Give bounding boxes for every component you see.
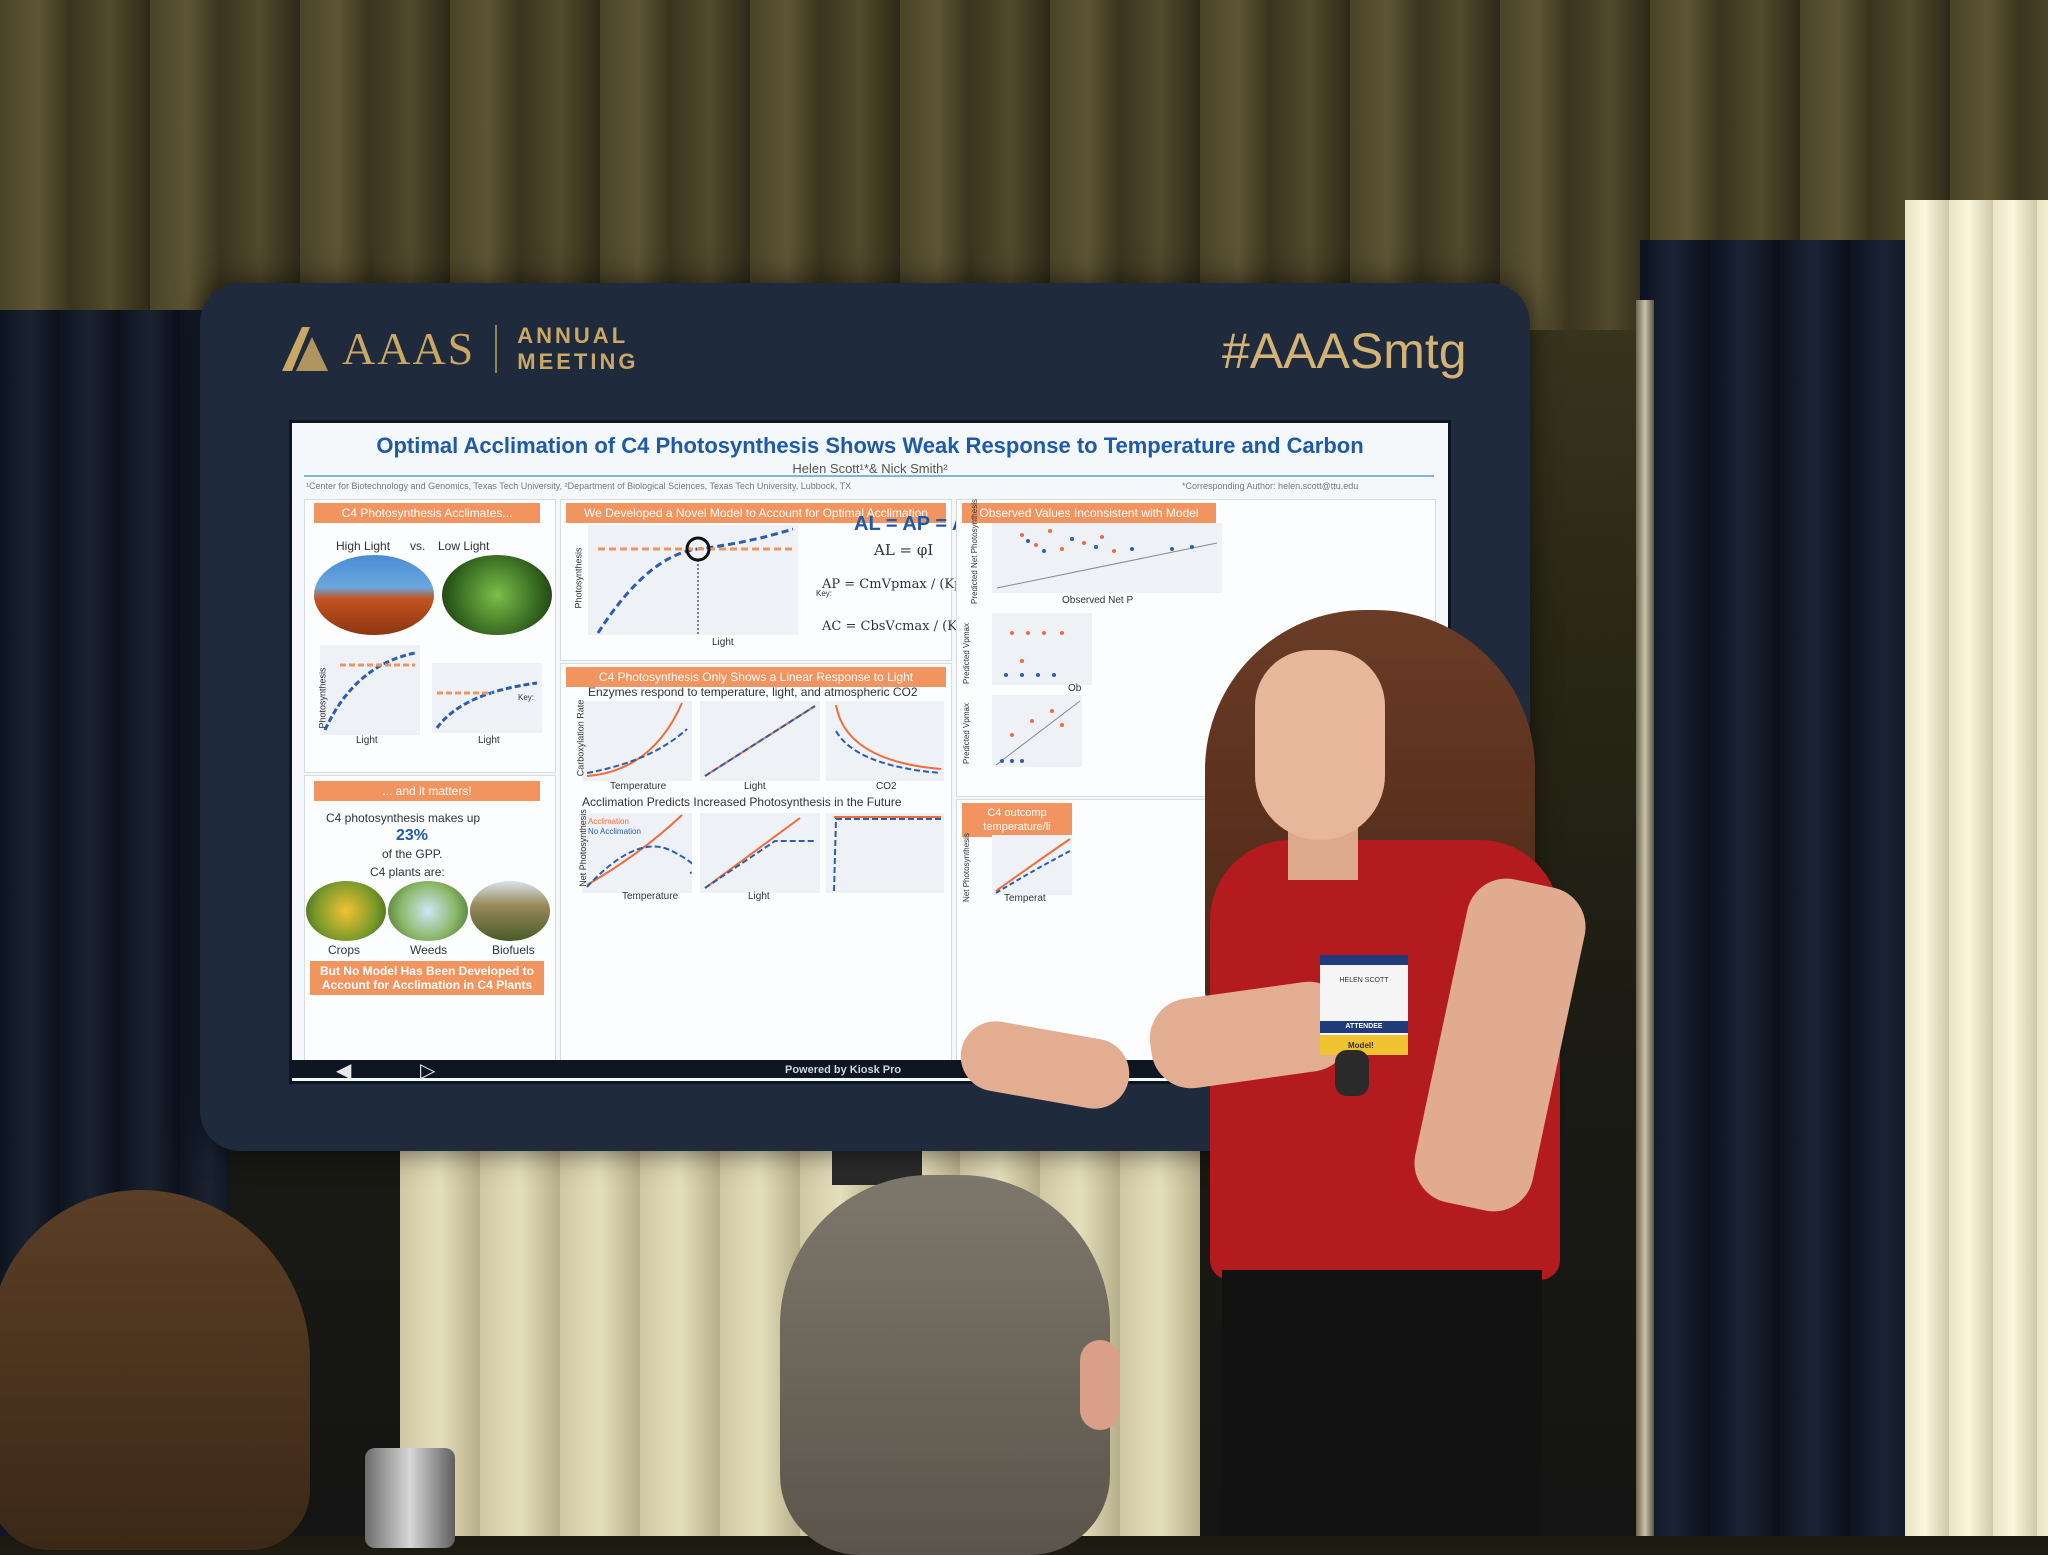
badge-tag: Model!	[1348, 1041, 1374, 1050]
nav-back-arrow-icon[interactable]: ◀	[336, 1060, 352, 1082]
biofuel-photo	[470, 881, 550, 941]
vs-label: vs.	[410, 539, 426, 553]
title-rule	[304, 475, 1434, 477]
plants-are: C4 plants are:	[370, 865, 445, 879]
carbox-x-light: Light	[744, 781, 766, 792]
presenter-skirt	[1222, 1270, 1542, 1536]
brand-subtitle: ANNUAL MEETING	[517, 323, 638, 375]
model-key: Key:	[816, 589, 833, 598]
model-chart	[588, 525, 798, 635]
enzymes-text: Enzymes respond to temperature, light, a…	[588, 685, 918, 699]
aaas-logo-icon	[282, 326, 328, 371]
left-x-label-2: Light	[478, 735, 500, 746]
acclimation-heading: Acclimation Predicts Increased Photosynt…	[582, 795, 902, 809]
carbox-temperature-chart	[582, 701, 692, 781]
hashtag: #AAASmtg	[1222, 323, 1467, 379]
pred-vmax2-scatter-chart	[992, 695, 1082, 767]
net-co2-chart	[826, 813, 944, 893]
forest-floor-photo	[442, 555, 552, 635]
audience-ear	[1080, 1340, 1120, 1430]
brand-subtitle-line1: ANNUAL	[517, 322, 629, 348]
brand-name: AAAS	[342, 323, 476, 374]
pred-vmax-label: Predicted Vpmax	[961, 623, 971, 684]
linear-response-banner: C4 Photosynthesis Only Shows a Linear Re…	[566, 667, 946, 687]
outcomp-x-label: Temperat	[1004, 893, 1046, 904]
drape-pole	[1636, 300, 1654, 1536]
nav-forward-arrow-icon[interactable]: ▷	[420, 1060, 436, 1082]
stat-line2: of the GPP.	[382, 847, 443, 861]
no-model-banner: But No Model Has Been Developed to Accou…	[310, 961, 544, 995]
net-x-light: Light	[748, 891, 770, 902]
presenter-face	[1255, 650, 1385, 840]
key-acclimation: Acclimation	[588, 817, 629, 826]
stat-value: 23%	[396, 827, 429, 844]
brand-subtitle-line2: MEETING	[517, 348, 639, 374]
matters-banner: ... and it matters!	[314, 781, 540, 801]
observed-banner: Observed Values Inconsistent with Model	[962, 503, 1216, 523]
equation-main: AL = AP = AC	[854, 513, 981, 535]
wristwatch	[1335, 1050, 1369, 1096]
carbox-y-label: Carboxylation Rate	[575, 699, 586, 777]
pred-vmax-scatter-chart	[992, 613, 1092, 685]
observed-scatter-chart	[992, 523, 1222, 593]
badge-name: HELEN SCOTT	[1339, 977, 1389, 984]
powered-by-text: Powered by Kiosk Pro	[785, 1064, 902, 1076]
aaas-brand: AAAS ANNUAL MEETING	[282, 322, 638, 375]
net-x-temperature: Temperature	[622, 891, 679, 902]
audience-head-center	[780, 1175, 1110, 1555]
outcomp-chart	[992, 835, 1072, 895]
carbox-x-temperature: Temperature	[610, 781, 667, 792]
poster-corresponding: *Corresponding Author: helen.scott@ttu.e…	[1182, 481, 1359, 491]
poster-title: Optimal Acclimation of C4 Photosynthesis…	[376, 433, 1364, 458]
carbox-x-co2: CO2	[876, 781, 897, 792]
corn-photo	[306, 881, 386, 941]
brand-separator	[495, 324, 498, 373]
low-light-label: Low Light	[438, 539, 490, 553]
poster-authors: Helen Scott¹*& Nick Smith²	[792, 461, 948, 476]
left-key: Key:	[518, 693, 535, 702]
pred-vmax2-label: Predicted Vpmax	[961, 703, 971, 764]
crops-label: Crops	[328, 943, 361, 957]
stat-line1: C4 photosynthesis makes up	[326, 811, 481, 825]
name-badge: HELEN SCOTT ATTENDEE Model!	[1320, 955, 1408, 1055]
weeds-photo	[388, 881, 468, 941]
water-bottle	[365, 1448, 455, 1548]
weeds-label: Weeds	[410, 943, 448, 957]
left-y-label: Photosynthesis	[317, 667, 328, 729]
key-no-acclimation: No Acclimation	[588, 827, 641, 836]
outcomp-y-label: Net Photosynthesis	[961, 833, 971, 902]
right-navy-drape	[1640, 240, 1910, 1536]
net-y-label: Net Photosynthesis	[577, 809, 588, 887]
obs-label: Ob	[1068, 683, 1082, 694]
left-x-label-1: Light	[356, 735, 378, 746]
badge-role: ATTENDEE	[1320, 1021, 1408, 1033]
outcomp-banner: C4 outcomp temperature/li	[962, 803, 1072, 837]
acclimates-banner: C4 Photosynthesis Acclimates...	[314, 503, 540, 523]
equation-al: AL = φI	[874, 541, 934, 559]
biofuels-label: Biofuels	[492, 943, 535, 957]
left-chart-low-light	[432, 663, 542, 733]
model-x-label: Light	[712, 637, 734, 648]
net-light-chart	[700, 813, 820, 893]
left-chart-high-light	[320, 645, 420, 735]
pred-net-label: Predicted Net Photosynthesis	[969, 499, 979, 604]
high-light-label: High Light	[336, 539, 391, 553]
obs-net-label: Observed Net P	[1062, 595, 1134, 606]
model-y-label: Photosynthesis	[573, 547, 584, 609]
right-white-drape	[1905, 200, 2048, 1536]
prairie-photo	[314, 555, 434, 635]
carbox-co2-chart	[826, 701, 944, 781]
poster-affiliations: ¹Center for Biotechnology and Genomics, …	[306, 481, 852, 491]
audience-head-left	[0, 1190, 310, 1550]
carbox-light-chart	[700, 701, 820, 781]
net-temperature-chart	[582, 813, 692, 893]
novel-model-banner: We Developed a Novel Model to Account fo…	[566, 503, 946, 523]
